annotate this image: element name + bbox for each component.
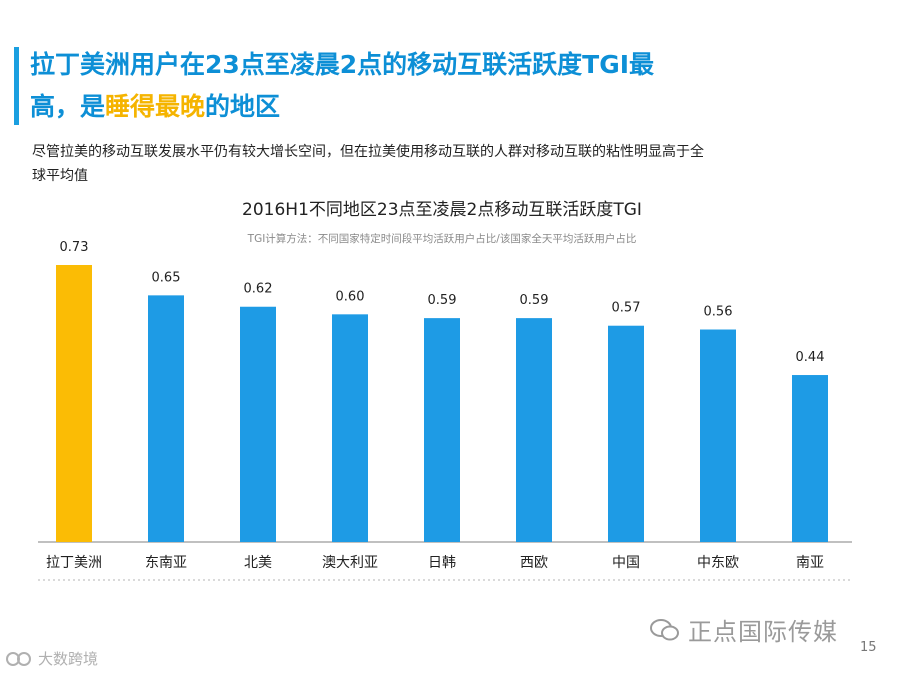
x-tick-label-1: 拉丁美洲 bbox=[46, 555, 102, 571]
x-tick-label-2: 东南亚 bbox=[145, 555, 187, 571]
headline-highlight: 睡得最晚 bbox=[105, 92, 206, 121]
headline: 拉丁美洲用户在23点至凌晨2点的移动互联活跃度TGI最高，是睡得最晚的地区 bbox=[30, 44, 670, 128]
x-tick-label-7: 中国 bbox=[612, 555, 640, 571]
value-label-2: 0.65 bbox=[152, 270, 181, 285]
bar-4 bbox=[332, 314, 368, 542]
chart-subtitle: TGI计算方法：不同国家特定时间段平均活跃用户占比/该国家全天平均活跃用户占比 bbox=[247, 232, 637, 245]
bars-layer: 0.73 拉丁美洲 0.65 东南亚 0.62 北美 0.60 澳大利亚 0.59 日韩 0.59 西… bbox=[46, 240, 828, 571]
x-tick-label-9: 南亚 bbox=[796, 555, 824, 571]
headline-text: 拉丁美洲用户在23点至凌晨2点的移动互联活跃度TGI最高，是 bbox=[30, 50, 655, 121]
x-tick-label-5: 日韩 bbox=[428, 555, 456, 571]
x-tick-label-4: 澳大利亚 bbox=[322, 555, 378, 571]
wechat-icon bbox=[650, 618, 679, 640]
x-tick-label-8: 中东欧 bbox=[697, 555, 739, 571]
bar-7 bbox=[608, 325, 644, 542]
value-label-6: 0.59 bbox=[520, 293, 549, 308]
value-label-8: 0.56 bbox=[704, 305, 733, 320]
value-label-3: 0.62 bbox=[244, 282, 273, 297]
watermark-left: 大数跨境 bbox=[6, 648, 98, 669]
value-label-5: 0.59 bbox=[428, 293, 457, 308]
watermark-right-text: 正点国际传媒 bbox=[688, 618, 838, 646]
bar-1 bbox=[56, 265, 92, 542]
brand-logo-icon bbox=[6, 651, 31, 666]
page-number: 15 bbox=[860, 640, 877, 655]
bar-3 bbox=[240, 306, 276, 542]
headline-text-end: 的地区 bbox=[205, 92, 281, 121]
x-tick-label-6: 西欧 bbox=[520, 555, 548, 571]
bar-2 bbox=[148, 295, 184, 542]
headline-accent-bar bbox=[14, 47, 19, 125]
bar-8 bbox=[700, 329, 736, 542]
watermark-right: 正点国际传媒 bbox=[650, 612, 838, 647]
value-label-1: 0.73 bbox=[60, 240, 89, 255]
bar-5 bbox=[424, 318, 460, 542]
watermark-left-text: 大数跨境 bbox=[38, 650, 99, 668]
lead-text: 尽管拉美的移动互联发展水平仍有较大增长空间，但在拉美使用移动互联的人群对移动互联… bbox=[32, 144, 704, 184]
bar-9 bbox=[792, 375, 828, 542]
x-tick-label-3: 北美 bbox=[244, 555, 272, 571]
value-label-9: 0.44 bbox=[796, 350, 825, 365]
bar-6 bbox=[516, 318, 552, 542]
value-label-7: 0.57 bbox=[612, 301, 641, 316]
value-label-4: 0.60 bbox=[336, 289, 365, 304]
chart-title: 2016H1不同地区23点至凌晨2点移动互联活跃度TGI bbox=[242, 200, 642, 220]
